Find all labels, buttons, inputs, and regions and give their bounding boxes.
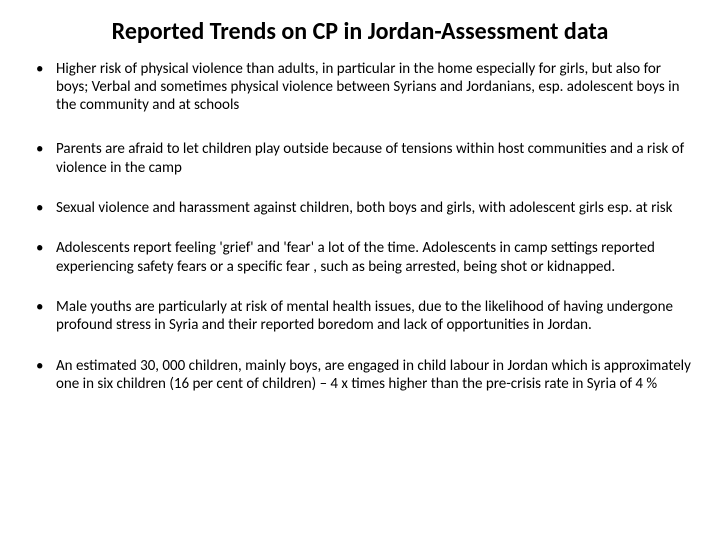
bullet-list: Higher risk of physical violence than ad… xyxy=(28,60,692,394)
bullet-item: An estimated 30, 000 children, mainly bo… xyxy=(28,357,692,394)
bullet-item: Male youths are particularly at risk of … xyxy=(28,298,692,335)
bullet-item: Adolescents report feeling 'grief' and '… xyxy=(28,239,692,276)
slide-container: Reported Trends on CP in Jordan-Assessme… xyxy=(0,0,720,540)
bullet-item: Parents are afraid to let children play … xyxy=(28,140,692,177)
slide-title: Reported Trends on CP in Jordan-Assessme… xyxy=(68,18,652,46)
bullet-item: Higher risk of physical violence than ad… xyxy=(28,60,692,115)
bullet-item: Sexual violence and harassment against c… xyxy=(28,199,692,217)
